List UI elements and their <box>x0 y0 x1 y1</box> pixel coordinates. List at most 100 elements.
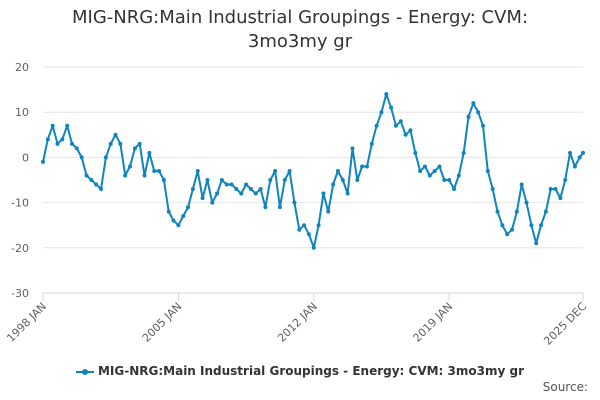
data-point[interactable] <box>166 209 171 214</box>
data-point[interactable] <box>50 123 55 128</box>
data-point[interactable] <box>253 191 258 196</box>
data-point[interactable] <box>147 150 152 155</box>
legend-item[interactable]: MIG-NRG:Main Industrial Groupings - Ener… <box>0 364 600 378</box>
data-point[interactable] <box>543 209 548 214</box>
data-point[interactable] <box>137 141 142 146</box>
data-point[interactable] <box>273 168 278 173</box>
data-point[interactable] <box>55 141 60 146</box>
data-point[interactable] <box>437 164 442 169</box>
data-point[interactable] <box>200 196 205 201</box>
data-point[interactable] <box>451 187 456 192</box>
data-point[interactable] <box>142 173 147 178</box>
data-point[interactable] <box>471 101 476 106</box>
data-point[interactable] <box>364 164 369 169</box>
data-point[interactable] <box>190 187 195 192</box>
data-point[interactable] <box>485 168 490 173</box>
data-point[interactable] <box>229 182 234 187</box>
data-point[interactable] <box>495 209 500 214</box>
data-point[interactable] <box>70 141 75 146</box>
data-point[interactable] <box>326 209 331 214</box>
data-point[interactable] <box>500 223 505 228</box>
data-point[interactable] <box>118 141 123 146</box>
data-point[interactable] <box>297 227 302 232</box>
data-point[interactable] <box>572 164 577 169</box>
data-point[interactable] <box>340 178 345 182</box>
data-point[interactable] <box>210 200 215 205</box>
data-point[interactable] <box>181 214 186 219</box>
data-point[interactable] <box>510 227 515 232</box>
data-point[interactable] <box>94 182 99 187</box>
data-point[interactable] <box>84 173 89 178</box>
data-point[interactable] <box>316 223 321 228</box>
data-point[interactable] <box>514 209 519 214</box>
data-point[interactable] <box>447 178 452 182</box>
data-point[interactable] <box>302 223 307 228</box>
data-point[interactable] <box>79 155 84 160</box>
data-point[interactable] <box>539 223 544 228</box>
data-point[interactable] <box>534 241 539 246</box>
data-point[interactable] <box>321 191 326 196</box>
data-point[interactable] <box>74 146 79 151</box>
data-point[interactable] <box>263 205 268 210</box>
data-point[interactable] <box>568 150 573 155</box>
data-point[interactable] <box>258 187 263 192</box>
data-point[interactable] <box>335 168 340 173</box>
data-point[interactable] <box>311 245 316 250</box>
data-point[interactable] <box>505 232 510 237</box>
data-point[interactable] <box>113 132 118 137</box>
data-point[interactable] <box>563 178 568 182</box>
data-point[interactable] <box>403 132 408 137</box>
data-point[interactable] <box>244 182 249 187</box>
data-point[interactable] <box>171 218 176 223</box>
data-point[interactable] <box>350 146 355 151</box>
data-point[interactable] <box>60 137 65 142</box>
data-point[interactable] <box>234 187 239 192</box>
data-point[interactable] <box>215 191 220 196</box>
data-point[interactable] <box>427 173 432 178</box>
data-point[interactable] <box>277 205 282 210</box>
data-point[interactable] <box>581 150 585 155</box>
data-point[interactable] <box>481 123 486 128</box>
data-point[interactable] <box>548 187 553 192</box>
data-point[interactable] <box>529 223 534 228</box>
data-point[interactable] <box>89 178 94 182</box>
data-point[interactable] <box>422 164 427 169</box>
data-point[interactable] <box>374 123 379 128</box>
data-point[interactable] <box>577 155 582 160</box>
data-point[interactable] <box>282 178 287 182</box>
data-point[interactable] <box>331 182 336 187</box>
data-point[interactable] <box>195 168 200 173</box>
data-point[interactable] <box>360 164 365 169</box>
data-point[interactable] <box>123 173 128 178</box>
data-point[interactable] <box>524 200 529 205</box>
data-point[interactable] <box>248 187 253 192</box>
data-point[interactable] <box>345 191 350 196</box>
data-point[interactable] <box>418 168 423 173</box>
data-point[interactable] <box>558 196 563 201</box>
data-point[interactable] <box>268 178 273 182</box>
data-point[interactable] <box>369 141 374 146</box>
data-point[interactable] <box>45 137 50 142</box>
data-point[interactable] <box>152 168 157 173</box>
data-point[interactable] <box>461 150 466 155</box>
data-point[interactable] <box>239 191 244 196</box>
data-point[interactable] <box>398 119 403 124</box>
data-point[interactable] <box>384 92 389 97</box>
data-point[interactable] <box>224 182 229 187</box>
data-point[interactable] <box>393 123 398 128</box>
data-point[interactable] <box>476 110 481 115</box>
data-point[interactable] <box>553 187 558 192</box>
data-point[interactable] <box>186 205 191 210</box>
data-point[interactable] <box>292 200 297 205</box>
data-point[interactable] <box>466 114 471 119</box>
data-point[interactable] <box>132 146 137 151</box>
data-point[interactable] <box>490 187 495 192</box>
data-point[interactable] <box>219 178 224 182</box>
data-point[interactable] <box>432 168 437 173</box>
data-point[interactable] <box>379 110 384 115</box>
data-point[interactable] <box>519 182 524 187</box>
data-point[interactable] <box>389 105 394 110</box>
data-point[interactable] <box>456 173 461 178</box>
data-point[interactable] <box>355 178 360 182</box>
data-point[interactable] <box>442 178 447 182</box>
